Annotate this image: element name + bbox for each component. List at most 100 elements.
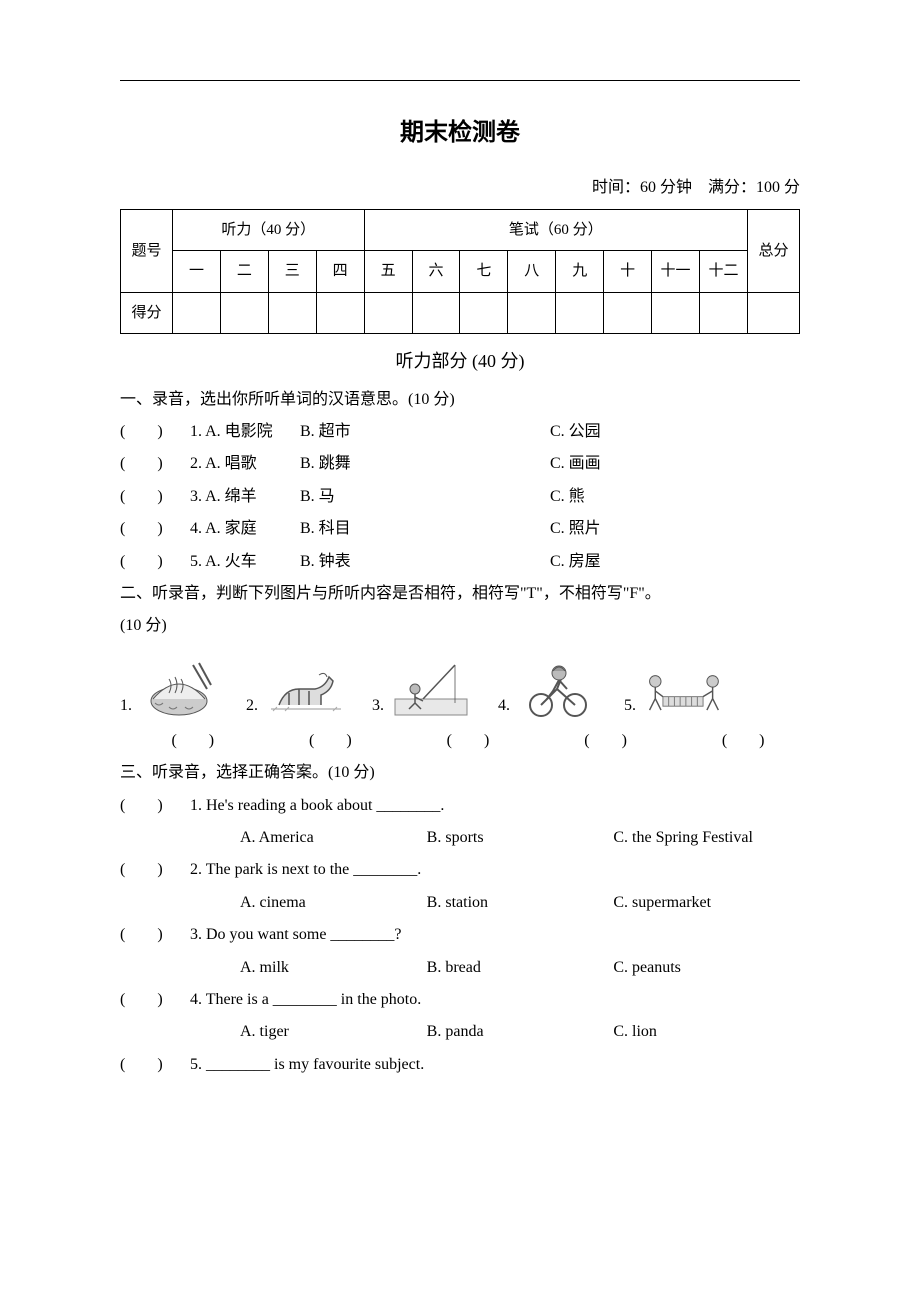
q3-options: A. cinemaB. stationC. supermarket xyxy=(240,888,800,918)
col-listening: 听力（40 分） xyxy=(173,209,365,251)
score-cell[interactable] xyxy=(699,292,747,334)
q1-num: 2. xyxy=(190,455,205,472)
q1-optA: A. 唱歌 xyxy=(205,455,257,472)
q3-num: 5. xyxy=(190,1056,206,1073)
col-10: 十 xyxy=(604,251,652,293)
score-cell[interactable] xyxy=(652,292,700,334)
answer-bracket[interactable]: ( ) xyxy=(274,726,388,756)
q3-stem: ( ) 1. He's reading a book about _______… xyxy=(120,791,800,821)
q1-optA: A. 绵羊 xyxy=(205,488,257,505)
score-cell[interactable] xyxy=(412,292,460,334)
answer-bracket[interactable]: ( ) xyxy=(120,514,190,544)
q3-optC: C. the Spring Festival xyxy=(613,823,800,853)
answer-bracket[interactable]: ( ) xyxy=(686,726,800,756)
q3-optB: B. bread xyxy=(427,953,614,983)
score-cell[interactable] xyxy=(604,292,652,334)
time-label: 时间： xyxy=(592,179,640,196)
q1-optA: A. 家庭 xyxy=(205,520,257,537)
score-cell[interactable] xyxy=(508,292,556,334)
listening-heading: 听力部分 (40 分) xyxy=(120,344,800,378)
score-cell[interactable] xyxy=(364,292,412,334)
q1-num: 1. xyxy=(190,423,205,440)
q2-num-5: 5. xyxy=(624,691,636,721)
score-value: 100 分 xyxy=(756,179,800,196)
q2-num-2: 2. xyxy=(246,691,258,721)
q3-optB: B. panda xyxy=(427,1017,614,1047)
q3-num: 1. xyxy=(190,797,206,814)
col-total: 总分 xyxy=(748,209,800,292)
score-cell[interactable] xyxy=(173,292,221,334)
answer-bracket[interactable]: ( ) xyxy=(120,985,190,1015)
q1-optB: B. 马 xyxy=(300,482,550,512)
score-cell[interactable] xyxy=(220,292,268,334)
answer-bracket[interactable]: ( ) xyxy=(120,920,190,950)
q2-pictures: 1. 2. 3. xyxy=(120,656,800,722)
answer-bracket[interactable]: ( ) xyxy=(120,482,190,512)
q1-optB: B. 科目 xyxy=(300,514,550,544)
q3-optC: C. lion xyxy=(613,1017,800,1047)
q2-num-4: 4. xyxy=(498,691,510,721)
score-cell[interactable] xyxy=(316,292,364,334)
q1-optC: C. 画画 xyxy=(550,449,800,479)
q1-num: 4. xyxy=(190,520,205,537)
q3-optC: C. peanuts xyxy=(613,953,800,983)
q3-optA: A. milk xyxy=(240,953,427,983)
q3-sentence: He's reading a book about ________. xyxy=(206,797,444,814)
score-label: 满分： xyxy=(708,179,756,196)
score-cell[interactable] xyxy=(268,292,316,334)
answer-bracket[interactable]: ( ) xyxy=(120,791,190,821)
q1-item: ( ) 1. A. 电影院 B. 超市C. 公园 xyxy=(120,417,800,447)
score-cell-total[interactable] xyxy=(748,292,800,334)
q3-optC: C. supermarket xyxy=(613,888,800,918)
q2-brackets: ( ) ( ) ( ) ( ) ( ) xyxy=(136,726,800,756)
col-9: 九 xyxy=(556,251,604,293)
q1-optC: C. 熊 xyxy=(550,482,800,512)
q3-sentence: There is a ________ in the photo. xyxy=(206,991,422,1008)
answer-bracket[interactable]: ( ) xyxy=(120,855,190,885)
answer-bracket[interactable]: ( ) xyxy=(136,726,250,756)
q3-sentence: Do you want some ________? xyxy=(206,926,402,943)
score-cols-row: 一 二 三 四 五 六 七 八 九 十 十一 十二 xyxy=(121,251,800,293)
col-11: 十一 xyxy=(652,251,700,293)
q1-optA: A. 火车 xyxy=(205,553,257,570)
q1-num: 3. xyxy=(190,488,205,505)
score-cell[interactable] xyxy=(460,292,508,334)
page-title: 期末检测卷 xyxy=(120,111,800,157)
col-8: 八 xyxy=(508,251,556,293)
q3-sentence: ________ is my favourite subject. xyxy=(206,1056,424,1073)
q2-title: 二、听录音，判断下列图片与所听内容是否相符，相符写"T"，不相符写"F"。 xyxy=(120,579,800,609)
q3-stem: ( ) 5. ________ is my favourite subject. xyxy=(120,1050,800,1080)
q3-options: A. tigerB. pandaC. lion xyxy=(240,1017,800,1047)
q3-stem: ( ) 3. Do you want some ________? xyxy=(120,920,800,950)
q3-title: 三、听录音，选择正确答案。(10 分) xyxy=(120,758,800,788)
answer-bracket[interactable]: ( ) xyxy=(120,449,190,479)
q3-stem: ( ) 4. There is a ________ in the photo. xyxy=(120,985,800,1015)
answer-bracket[interactable]: ( ) xyxy=(120,417,190,447)
q1-item: ( ) 5. A. 火车B. 钟表C. 房屋 xyxy=(120,547,800,577)
col-3: 三 xyxy=(268,251,316,293)
q1-optC: C. 公园 xyxy=(550,417,800,447)
score-table: 题号 听力（40 分） 笔试（60 分） 总分 一 二 三 四 五 六 七 八 … xyxy=(120,209,800,335)
answer-bracket[interactable]: ( ) xyxy=(120,547,190,577)
q1-item: ( ) 4. A. 家庭 B. 科目C. 照片 xyxy=(120,514,800,544)
q1-title: 一、录音，选出你所听单词的汉语意思。(10 分) xyxy=(120,385,800,415)
col-12: 十二 xyxy=(699,251,747,293)
q3-num: 2. xyxy=(190,861,206,878)
q3-num: 4. xyxy=(190,991,206,1008)
answer-bracket[interactable]: ( ) xyxy=(411,726,525,756)
q2-points: (10 分) xyxy=(120,611,800,641)
q1-optC: C. 照片 xyxy=(550,514,800,544)
time-value: 60 分钟 xyxy=(640,179,692,196)
q3-options: A. AmericaB. sportsC. the Spring Festiva… xyxy=(240,823,800,853)
answer-bracket[interactable]: ( ) xyxy=(549,726,663,756)
score-cell[interactable] xyxy=(556,292,604,334)
q1-optB: B. 超市 xyxy=(300,417,550,447)
exam-meta: 时间：60 分钟 满分：100 分 xyxy=(120,173,800,203)
q3-optA: A. America xyxy=(240,823,427,853)
q1-optA: A. 电影院 xyxy=(205,423,273,440)
col-written: 笔试（60 分） xyxy=(364,209,747,251)
q1-optB: B. 钟表 xyxy=(300,547,550,577)
col-5: 五 xyxy=(364,251,412,293)
answer-bracket[interactable]: ( ) xyxy=(120,1050,190,1080)
q3-stem: ( ) 2. The park is next to the ________. xyxy=(120,855,800,885)
